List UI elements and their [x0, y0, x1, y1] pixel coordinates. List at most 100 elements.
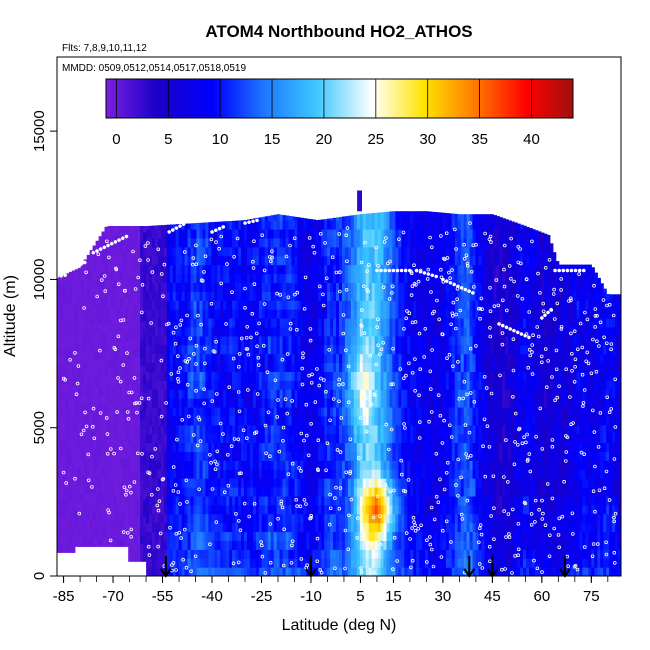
field-cell [339, 415, 343, 426]
field-cell [113, 430, 117, 441]
field-cell [89, 510, 94, 521]
field-cell [431, 469, 435, 479]
field-cell [226, 540, 230, 550]
field-cell [229, 469, 233, 479]
field-cell [285, 442, 290, 452]
field-cell [107, 252, 112, 263]
field-cell [208, 398, 212, 408]
field-cell [356, 442, 361, 452]
field-cell [166, 407, 171, 417]
field-cell [214, 264, 218, 275]
field-cell [119, 323, 123, 334]
field-cell [229, 344, 233, 355]
field-cell [365, 291, 370, 301]
field-cell [342, 522, 346, 533]
field-cell [157, 362, 162, 372]
field-cell [62, 392, 67, 402]
field-cell [202, 273, 207, 283]
field-cell [362, 469, 367, 479]
field-cell [255, 531, 260, 541]
field-cell [57, 543, 61, 553]
field-cell [261, 362, 266, 372]
field-cell [288, 264, 293, 275]
field-cell [62, 338, 67, 349]
field-cell [175, 371, 180, 381]
field-cell [244, 220, 248, 230]
field-cell [249, 513, 254, 524]
field-cell [252, 362, 257, 372]
field-cell [294, 478, 299, 488]
field-cell [220, 478, 224, 488]
field-cell [229, 318, 233, 328]
field-cell [238, 353, 242, 364]
field-cell [211, 273, 215, 283]
field-cell [267, 531, 272, 541]
field-cell [86, 493, 91, 503]
field-cell [267, 460, 272, 470]
field-cell [95, 315, 100, 325]
field-cell [350, 362, 355, 372]
field-cell [247, 389, 251, 399]
field-cell [339, 478, 343, 488]
field-cell [255, 460, 260, 470]
field-cell [309, 442, 313, 452]
field-cell [267, 273, 272, 283]
field-cell [362, 531, 367, 541]
field-cell [306, 558, 310, 568]
field-cell [220, 389, 224, 399]
field-cell [359, 214, 364, 221]
field-cell [395, 344, 399, 355]
field-cell [377, 478, 382, 488]
field-cell [244, 407, 248, 417]
field-cell [131, 303, 135, 313]
field-cell [380, 220, 385, 230]
field-cell [291, 513, 296, 524]
field-cell [401, 415, 405, 426]
field-cell [122, 261, 126, 272]
field-cell [211, 237, 215, 248]
field-cell [413, 237, 417, 248]
field-cell [238, 371, 242, 381]
field-cell [324, 398, 328, 408]
field-cell [336, 567, 340, 576]
field-cell [422, 229, 426, 239]
field-cell [344, 318, 349, 328]
field-cell [386, 469, 391, 479]
field-cell [92, 484, 97, 494]
field-cell [255, 398, 260, 408]
field-cell [353, 398, 358, 408]
field-cell [368, 380, 373, 390]
field-cell [122, 395, 126, 405]
field-cell [181, 223, 186, 230]
field-cell [374, 567, 379, 576]
field-cell [383, 344, 388, 355]
field-cell [143, 347, 147, 358]
field-cell [175, 469, 180, 479]
field-cell [122, 350, 126, 361]
field-cell [327, 504, 331, 515]
field-cell [333, 549, 337, 559]
field-cell [83, 377, 88, 387]
field-cell [285, 504, 290, 515]
field-cell [425, 282, 429, 292]
field-cell [214, 371, 218, 381]
field-cell [386, 246, 391, 257]
field-cell [350, 389, 355, 399]
field-cell [282, 522, 287, 533]
field-cell [425, 451, 429, 461]
field-cell [152, 549, 156, 559]
field-cell [57, 338, 61, 349]
field-cell [377, 567, 382, 576]
field-cell [155, 273, 159, 283]
field-cell [344, 478, 349, 488]
field-cell [235, 469, 239, 479]
field-cell [187, 522, 192, 533]
field-cell [377, 212, 382, 221]
field-cell [374, 531, 379, 541]
field-cell [110, 377, 114, 387]
field-cell [149, 558, 153, 568]
field-cell [57, 507, 61, 518]
field-cell [214, 415, 218, 426]
field-cell [297, 460, 301, 470]
field-cell [238, 255, 242, 266]
